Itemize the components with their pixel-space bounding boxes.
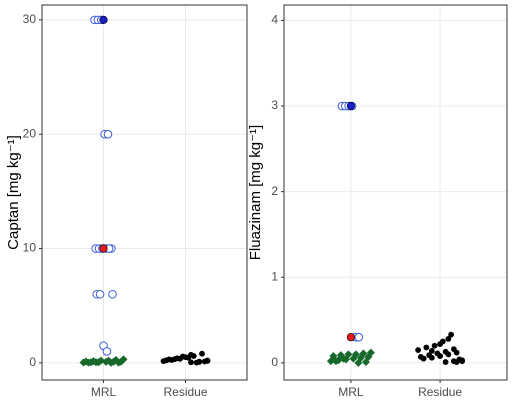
- point: [99, 15, 108, 24]
- diamond-point: [344, 350, 353, 359]
- point: [188, 351, 194, 358]
- y-tick-label: 30: [23, 12, 37, 26]
- x-tick-label: Residue: [418, 385, 462, 399]
- diamond-point: [359, 349, 368, 358]
- diamond-point: [119, 355, 128, 364]
- point: [188, 359, 194, 366]
- point: [163, 357, 170, 364]
- y-tick-label: 3: [271, 98, 278, 112]
- point: [346, 333, 356, 342]
- y-axis-label: Fluazinam [mg kg⁻¹]: [247, 125, 264, 260]
- y-axis-label: Captan [mg kg⁻¹]: [5, 135, 22, 250]
- point: [450, 346, 457, 353]
- point: [346, 101, 356, 111]
- point: [453, 359, 460, 365]
- y-tick-label: 0: [29, 355, 36, 369]
- y-tick-label: 0: [271, 355, 278, 369]
- open-point: [95, 289, 105, 299]
- y-tick-label: 10: [23, 241, 37, 255]
- point: [196, 359, 203, 365]
- panel-border: [283, 4, 508, 381]
- x-tick-label: MRL: [338, 385, 364, 399]
- open-point: [354, 332, 364, 342]
- open-point: [103, 129, 113, 139]
- point: [179, 353, 186, 360]
- diamond-point: [104, 356, 113, 365]
- point: [445, 336, 452, 342]
- point: [204, 357, 211, 364]
- panel-border: [41, 4, 248, 381]
- open-point: [102, 347, 112, 356]
- plot-area: [42, 5, 247, 380]
- diamond-point: [351, 350, 360, 359]
- x-tick-label: MRL: [91, 385, 117, 399]
- point: [428, 347, 435, 354]
- point: [442, 359, 449, 365]
- point: [442, 348, 449, 355]
- point: [431, 342, 438, 349]
- x-tick-label: Residue: [163, 385, 207, 399]
- plot-area: [284, 5, 507, 380]
- point: [448, 331, 454, 338]
- diamond-point: [331, 357, 340, 366]
- y-tick-label: 20: [23, 126, 37, 140]
- point: [99, 244, 108, 253]
- point: [423, 344, 430, 351]
- point: [171, 356, 178, 363]
- y-tick-label: 2: [271, 184, 278, 198]
- point: [426, 352, 432, 359]
- point: [420, 355, 427, 362]
- point: [415, 347, 421, 353]
- diamond-point: [112, 355, 120, 364]
- open-point: [108, 289, 117, 299]
- point: [437, 341, 443, 347]
- point: [434, 350, 441, 357]
- diamond-point: [339, 354, 348, 363]
- y-tick-label: 4: [271, 13, 278, 27]
- diamond-point: [92, 358, 100, 367]
- diamond-point: [366, 348, 375, 357]
- diamond-point: [84, 358, 93, 367]
- point: [199, 350, 205, 357]
- y-tick-label: 1: [271, 269, 278, 283]
- point: [459, 358, 465, 365]
